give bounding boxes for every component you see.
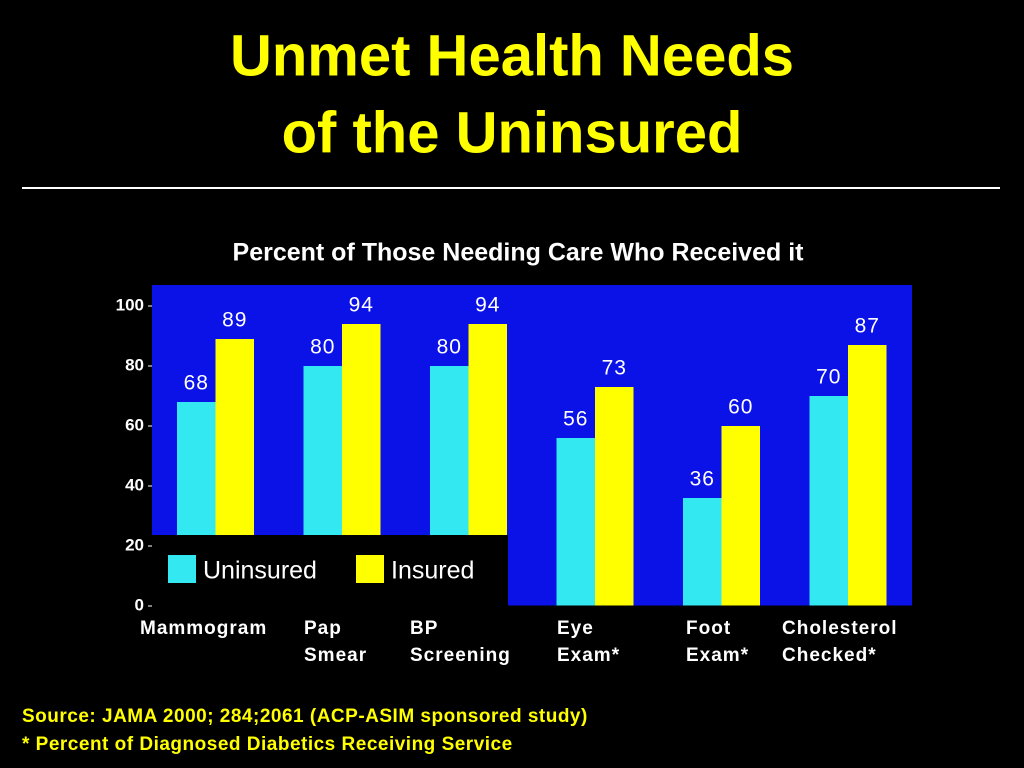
title-line: of the Uninsured bbox=[282, 100, 743, 165]
value-label: 70 bbox=[816, 366, 841, 389]
chart-subtitle: Percent of Those Needing Care Who Receiv… bbox=[233, 239, 805, 267]
value-label: 94 bbox=[475, 294, 500, 317]
x-tick-label: Mammogram bbox=[140, 618, 267, 639]
x-tick-label: Foot bbox=[686, 618, 731, 639]
x-tick-label: Exam* bbox=[557, 645, 620, 666]
bar bbox=[556, 438, 595, 606]
bar bbox=[809, 396, 848, 606]
value-label: 89 bbox=[222, 309, 247, 332]
x-tick-label: Eye bbox=[557, 618, 594, 639]
title-line: Unmet Health Needs bbox=[230, 23, 794, 88]
bar bbox=[848, 345, 887, 606]
bar bbox=[721, 426, 760, 606]
y-tick-label: 0 bbox=[135, 595, 144, 614]
value-label: 56 bbox=[563, 408, 588, 431]
bar bbox=[683, 498, 722, 606]
value-label: 80 bbox=[310, 336, 335, 359]
x-tick-label: Cholesterol bbox=[782, 618, 898, 639]
x-tick-label: Checked* bbox=[782, 645, 877, 666]
value-label: 60 bbox=[728, 396, 753, 419]
source-note: Source: JAMA 2000; 284;2061 (ACP-ASIM sp… bbox=[22, 706, 588, 727]
y-tick-label: 80 bbox=[125, 355, 144, 374]
x-tick-label: Screening bbox=[410, 645, 511, 666]
value-label: 36 bbox=[690, 468, 715, 491]
y-tick-label: 20 bbox=[125, 535, 144, 554]
x-tick-label: BP bbox=[410, 618, 438, 639]
legend-box bbox=[152, 535, 508, 606]
y-tick-label: 60 bbox=[125, 415, 144, 434]
y-tick-label: 40 bbox=[125, 475, 144, 494]
value-label: 87 bbox=[855, 315, 880, 338]
bar bbox=[595, 387, 634, 606]
x-tick-label: Pap bbox=[304, 618, 342, 639]
value-label: 68 bbox=[184, 372, 209, 395]
legend-swatch bbox=[356, 555, 384, 583]
x-tick-label: Exam* bbox=[686, 645, 749, 666]
x-tick-label: Smear bbox=[304, 645, 367, 666]
y-tick-label: 100 bbox=[116, 295, 144, 314]
footnote: * Percent of Diagnosed Diabetics Receivi… bbox=[22, 734, 513, 755]
value-label: 80 bbox=[437, 336, 462, 359]
value-label: 73 bbox=[602, 357, 627, 380]
legend-swatch bbox=[168, 555, 196, 583]
legend-label: Uninsured bbox=[203, 557, 317, 585]
value-label: 94 bbox=[349, 294, 374, 317]
legend-label: Insured bbox=[391, 557, 474, 585]
